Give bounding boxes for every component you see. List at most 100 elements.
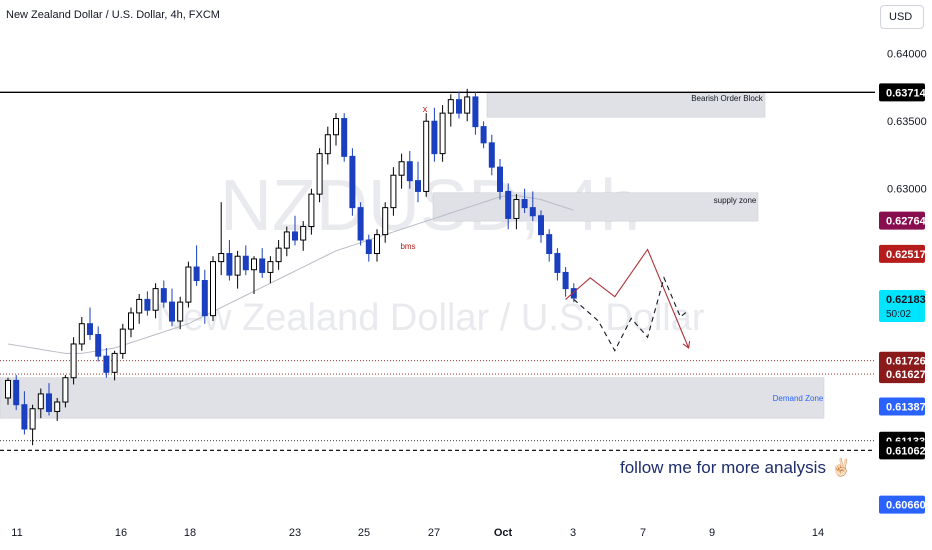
price-tag-bg — [879, 244, 925, 263]
candle-down — [160, 288, 167, 303]
candle-up — [275, 247, 282, 263]
candle-down — [554, 253, 561, 273]
price-tag-bg — [879, 83, 925, 102]
candle-down — [529, 207, 536, 217]
price-tag-bg — [879, 290, 925, 323]
price-tag-label: 0.61062 — [886, 445, 926, 457]
price-tags-layer: 0.63714 0.62764 0.62517 0.62183 50:02 0.61726… — [879, 83, 927, 514]
zone-rect — [0, 377, 825, 419]
bms-label: bms — [400, 242, 415, 251]
annotations-layer: Bearish Order Block supply zone Demand Z… — [400, 94, 823, 403]
candle-up — [464, 96, 471, 114]
candle-up — [382, 207, 389, 236]
countdown-label: 50:02 — [886, 309, 911, 320]
candle-down — [521, 199, 528, 209]
candle-up — [37, 393, 44, 410]
zone-rect — [486, 92, 766, 118]
candle-down — [488, 142, 495, 168]
candle-down — [546, 234, 553, 255]
candle-up — [54, 401, 61, 412]
candle-up — [78, 323, 85, 345]
candle-up — [111, 352, 118, 373]
chart-title: New Zealand Dollar / U.S. Dollar, 4h, FX… — [6, 9, 220, 21]
candle-up — [283, 231, 290, 249]
candle-down — [456, 99, 462, 114]
candle-up — [423, 120, 430, 192]
moving-average-layer — [7, 194, 574, 354]
candle-down — [95, 334, 102, 357]
watermark-name: New Zealand Dollar / U.S. Dollar — [155, 297, 704, 339]
candle-up — [210, 261, 216, 317]
price-tag-label: 0.62183 — [886, 294, 926, 306]
candle-up — [513, 199, 520, 219]
candle-down — [259, 258, 266, 273]
x-tick-label: 23 — [289, 527, 301, 539]
candle-down — [538, 215, 544, 236]
candle-down — [169, 301, 175, 322]
red-path — [565, 248, 690, 349]
candle-down — [406, 161, 413, 182]
candle-down — [431, 120, 438, 155]
candle-down — [87, 323, 93, 336]
candle-up — [119, 328, 126, 354]
x-tick-label: Oct — [494, 527, 513, 539]
candle-down — [103, 355, 110, 373]
candle-down — [21, 404, 28, 430]
candles-layer — [5, 88, 577, 446]
candle-up — [185, 266, 192, 303]
candle-down — [13, 379, 20, 406]
candle-up — [128, 312, 134, 330]
x-tick-label: 3 — [570, 527, 576, 539]
candle-up — [234, 255, 241, 276]
price-axis[interactable]: 0.64000 0.63500 0.63000 — [887, 49, 927, 196]
candle-down — [415, 180, 421, 192]
candle-up — [333, 118, 339, 136]
candle-down — [242, 255, 249, 271]
moving-average-line — [7, 194, 574, 354]
candle-down — [46, 393, 52, 412]
time-axis[interactable]: 11 16 18 23 25 27 Oct 3 7 9 14 — [11, 527, 824, 539]
candle-down — [349, 155, 356, 209]
candle-up — [5, 379, 11, 399]
x-mark: x — [423, 104, 428, 114]
arrow-head — [682, 341, 691, 350]
candle-up — [152, 288, 159, 311]
price-tag-bg — [879, 495, 925, 514]
levels-layer — [0, 91, 875, 451]
candle-up — [398, 161, 405, 176]
x-tick-label: 11 — [11, 527, 22, 539]
candle-up — [136, 298, 143, 314]
x-tick-label: 25 — [358, 527, 370, 539]
candle-up — [316, 153, 323, 195]
candle-down — [341, 118, 348, 157]
x-tick-label: 7 — [640, 527, 646, 539]
currency-selector[interactable]: USD — [880, 5, 924, 29]
x-tick-label: 16 — [115, 527, 127, 539]
price-tag-label: 0.63714 — [886, 87, 927, 99]
price-tag-bg — [879, 365, 925, 384]
candle-down — [505, 190, 512, 219]
x-tick-label: 18 — [184, 527, 196, 539]
zones-layer — [0, 92, 825, 419]
candle-up — [439, 112, 446, 155]
demand-zone-label: Demand Zone — [773, 394, 824, 403]
projection-layer — [565, 248, 691, 352]
price-tag-label: 0.62764 — [886, 216, 927, 228]
candle-up — [300, 226, 307, 241]
x-tick-label: 27 — [428, 527, 440, 539]
price-tag-label: 0.62517 — [886, 249, 926, 261]
x-tick-label: 9 — [709, 527, 715, 539]
y-tick-label: 0.63000 — [887, 184, 927, 196]
candle-down — [570, 288, 577, 299]
candle-up — [267, 261, 274, 273]
supply-zone-label: supply zone — [714, 196, 757, 205]
price-tag-bg — [879, 441, 925, 460]
candle-up — [251, 258, 257, 271]
candle-up — [177, 301, 184, 322]
candle-up — [324, 134, 331, 155]
candle-up — [447, 99, 454, 114]
candle-up — [29, 408, 36, 430]
candle-down — [497, 166, 503, 192]
price-tag-bg — [879, 211, 925, 230]
